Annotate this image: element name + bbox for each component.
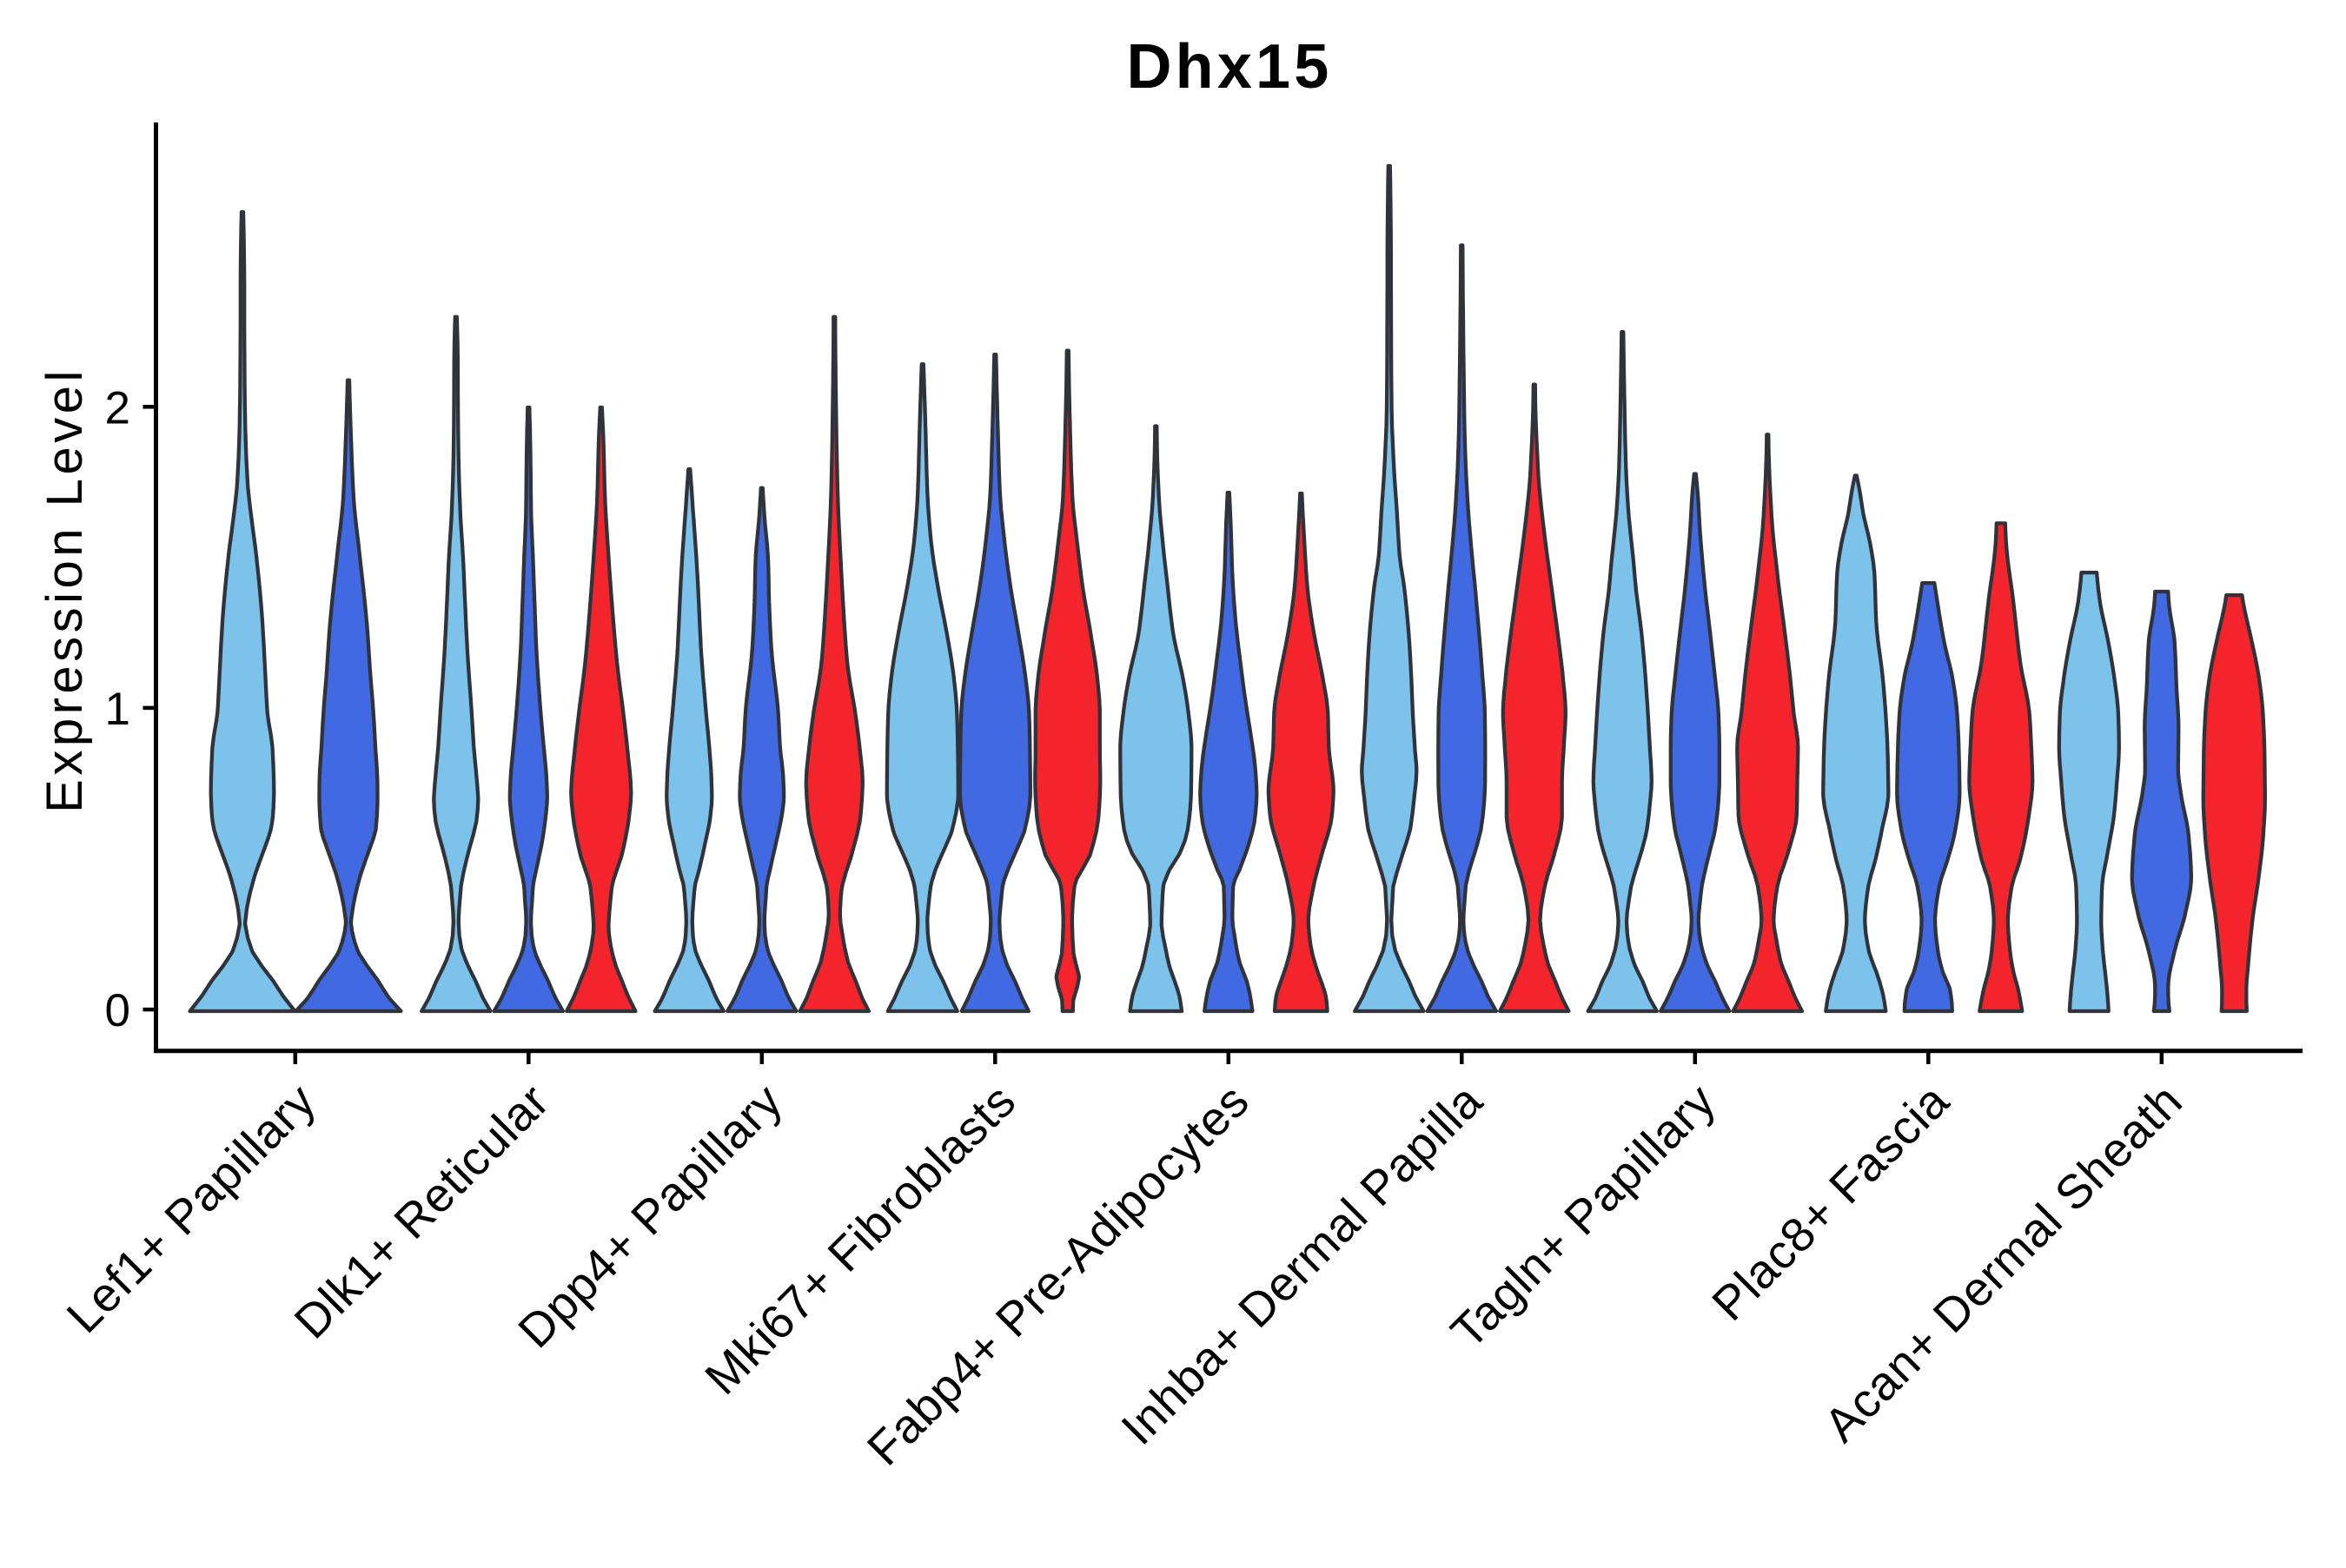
- svg-text:Expression Level: Expression Level: [36, 367, 93, 813]
- svg-text:0: 0: [105, 985, 130, 1036]
- svg-text:2: 2: [105, 382, 130, 433]
- svg-text:1: 1: [105, 684, 130, 735]
- svg-text:Dhx15: Dhx15: [1126, 32, 1332, 102]
